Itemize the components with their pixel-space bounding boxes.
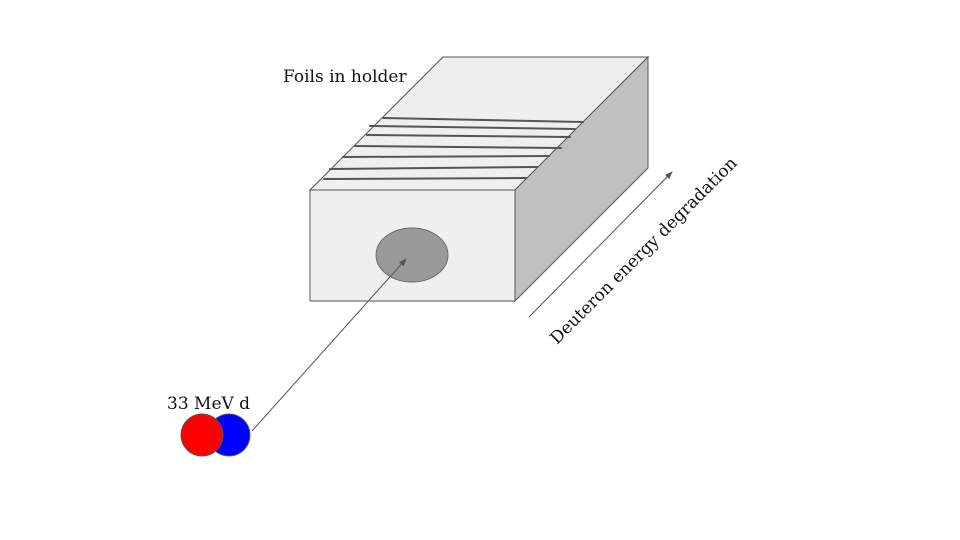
- foil-line: [382, 117, 584, 123]
- deuteron: [180, 413, 251, 457]
- holder-label: Foils in holder: [283, 67, 407, 87]
- foil-line: [354, 145, 562, 149]
- foil-line: [323, 177, 527, 180]
- degradation-arrow: [528, 171, 673, 318]
- beam-label: 33 MeV d: [167, 394, 250, 414]
- foil-line: [329, 166, 538, 170]
- beam-arrow: [251, 258, 407, 432]
- beam-spot: [375, 227, 449, 283]
- proton-circle: [180, 413, 224, 457]
- foil-line: [366, 134, 571, 138]
- foils: [323, 117, 584, 180]
- foil-line: [369, 125, 576, 130]
- foil-line: [342, 155, 550, 158]
